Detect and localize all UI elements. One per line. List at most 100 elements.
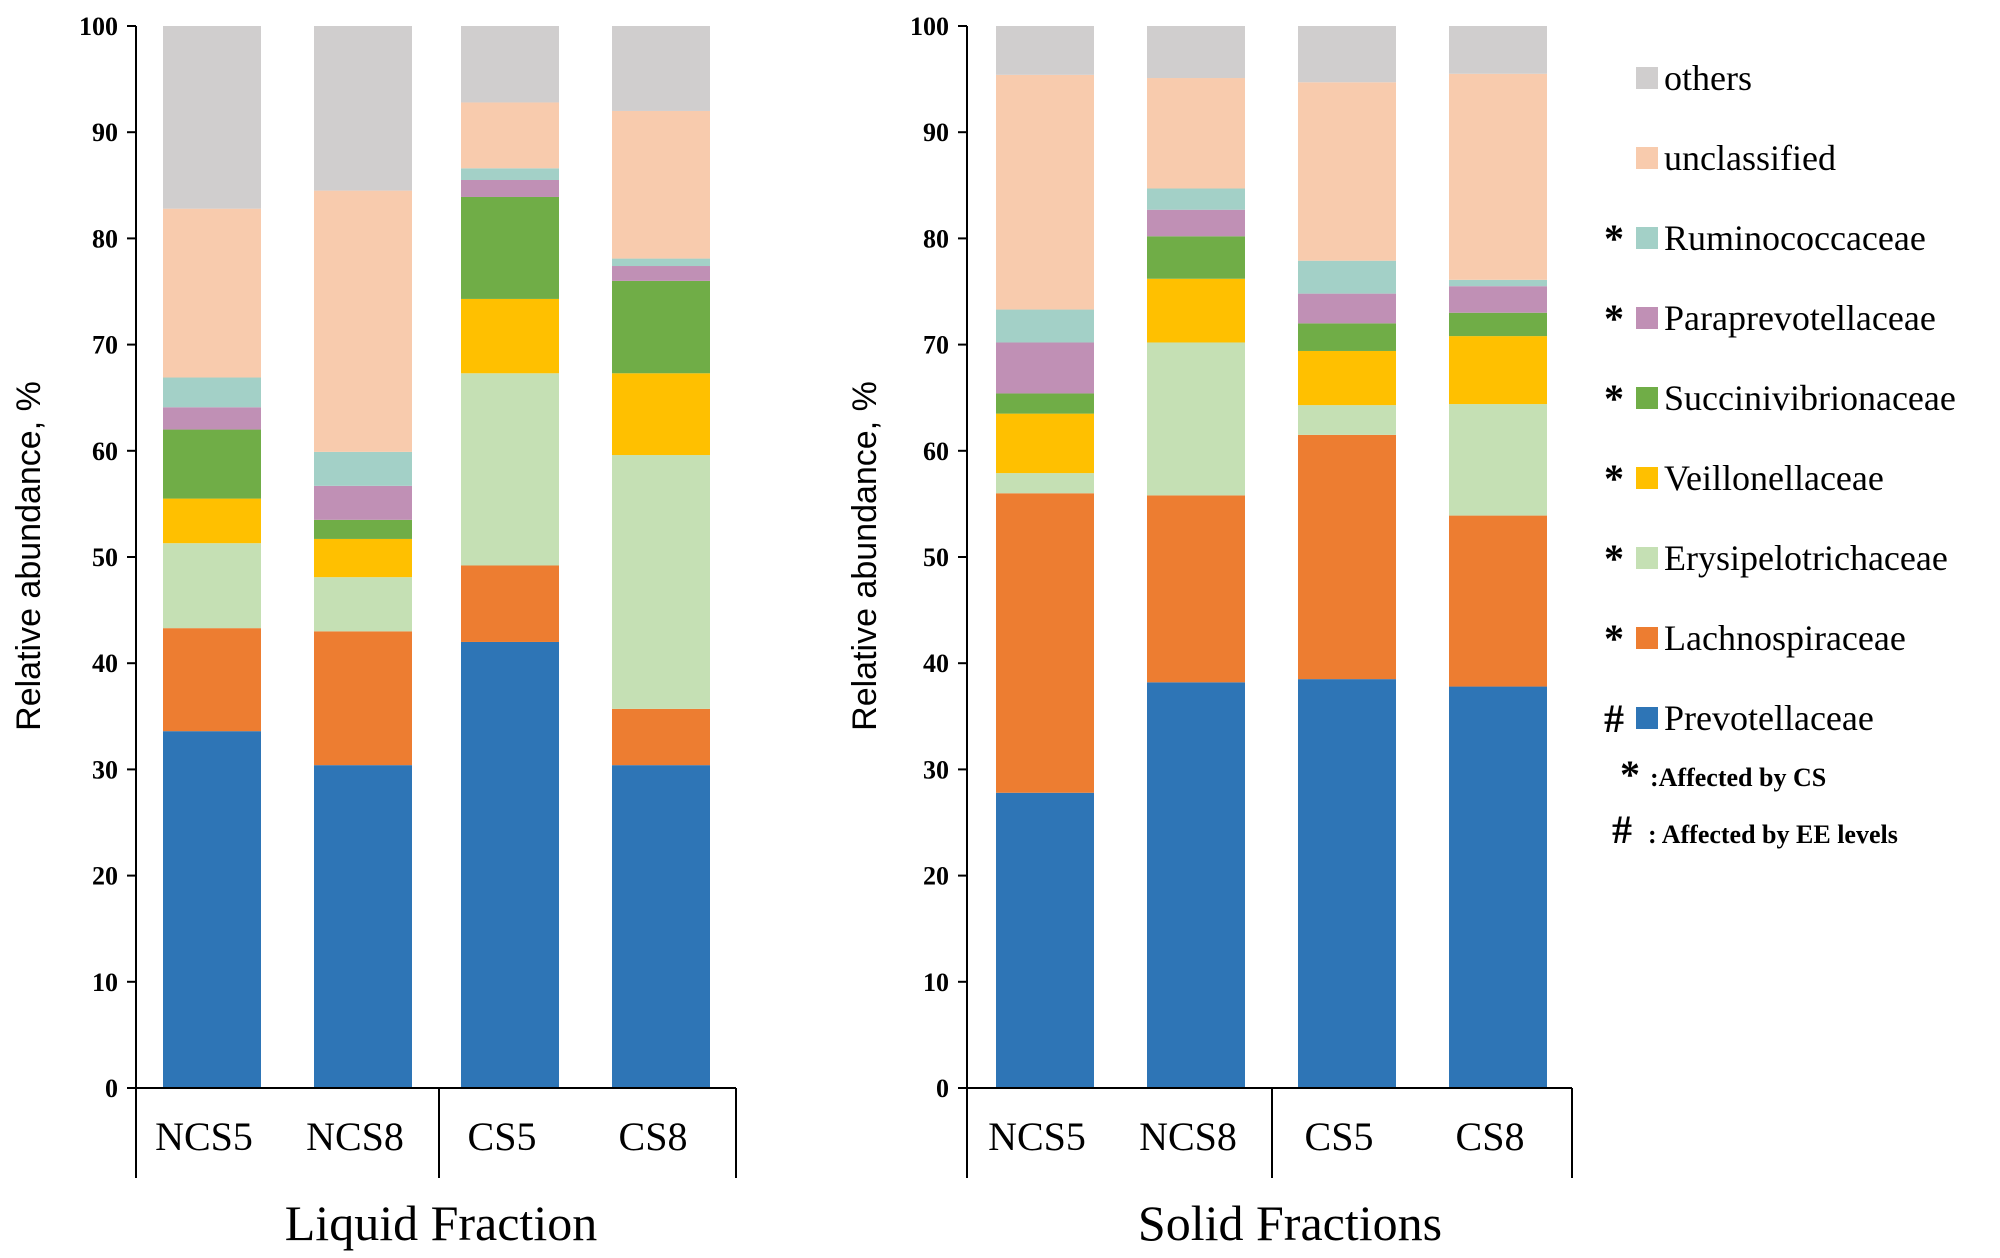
legend-label-erysipelotrichaceae: Erysipelotrichaceae	[1664, 538, 1948, 578]
legend-swatch-succinivibrionaceae	[1636, 387, 1658, 409]
bar-cs5-paraprevotellaceae	[1298, 293, 1396, 324]
bar-cs8-succinivibrionaceae	[612, 280, 710, 374]
bar-ncs5-lachnospiraceae	[996, 493, 1094, 793]
bar-ncs5-succinivibrionaceae	[163, 429, 261, 499]
y-tick-label: 20	[92, 862, 118, 891]
bar-ncs5-lachnospiraceae	[163, 628, 261, 732]
bar-cs5-ruminococcaceae	[1298, 260, 1396, 294]
y-tick-label: 60	[92, 437, 118, 466]
y-tick-label: 70	[923, 331, 949, 360]
bar-ncs5-succinivibrionaceae	[996, 393, 1094, 414]
y-tick-label: 80	[92, 224, 118, 253]
category-label-ncs5: NCS5	[988, 1114, 1086, 1159]
bar-cs8-lachnospiraceae	[1449, 515, 1547, 687]
legend-note-text: :Affected by CS	[1650, 763, 1826, 792]
y-tick-label: 90	[92, 118, 118, 147]
y-axis-title: Relative abundance, %	[846, 381, 884, 731]
bar-cs8-paraprevotellaceae	[1449, 286, 1547, 313]
bar-cs5-succinivibrionaceae	[1298, 323, 1396, 351]
bar-cs8-lachnospiraceae	[612, 708, 710, 766]
bar-ncs8-prevotellaceae	[1147, 682, 1245, 1088]
y-tick-label: 100	[910, 12, 949, 41]
bar-cs8-ruminococcaceae	[1449, 279, 1547, 287]
legend-marker-veillonellaceae: *	[1604, 456, 1624, 501]
bar-ncs5-others	[996, 26, 1094, 75]
bar-cs8-erysipelotrichaceae	[1449, 404, 1547, 516]
y-axis-title: Relative abundance, %	[10, 381, 48, 731]
bar-ncs8-paraprevotellaceae	[314, 485, 412, 520]
category-label-cs8: CS8	[619, 1114, 688, 1159]
panel-title: Liquid Fraction	[285, 1195, 597, 1251]
bar-ncs5-erysipelotrichaceae	[996, 473, 1094, 494]
bar-ncs5-prevotellaceae	[163, 731, 261, 1088]
category-label-ncs8: NCS8	[1139, 1114, 1237, 1159]
legend-swatch-lachnospiraceae	[1636, 627, 1658, 649]
legend-marker-ruminococcaceae: *	[1604, 216, 1624, 261]
bar-ncs8-veillonellaceae	[1147, 278, 1245, 343]
bar-cs5-lachnospiraceae	[1298, 434, 1396, 680]
y-tick-label: 70	[92, 331, 118, 360]
bar-ncs8-erysipelotrichaceae	[1147, 342, 1245, 496]
y-tick-label: 30	[92, 755, 118, 784]
bar-cs8-others	[612, 26, 710, 111]
y-tick-label: 50	[92, 543, 118, 572]
category-label-cs8: CS8	[1456, 1114, 1525, 1159]
bar-ncs8-succinivibrionaceae	[1147, 236, 1245, 279]
bar-cs5-ruminococcaceae	[461, 168, 559, 180]
bar-cs8-unclassified	[612, 110, 710, 259]
y-tick-label: 20	[923, 862, 949, 891]
legend-marker-prevotellaceae: #	[1604, 696, 1624, 741]
bar-cs5-erysipelotrichaceae	[1298, 405, 1396, 435]
bar-cs5-prevotellaceae	[1298, 679, 1396, 1088]
legend-label-succinivibrionaceae: Succinivibrionaceae	[1664, 378, 1956, 418]
legend-label-veillonellaceae: Veillonellaceae	[1664, 458, 1884, 498]
bar-ncs8-lachnospiraceae	[314, 631, 412, 766]
bar-ncs8-ruminococcaceae	[314, 451, 412, 486]
bar-cs5-prevotellaceae	[461, 641, 559, 1088]
bar-ncs8-ruminococcaceae	[1147, 188, 1245, 210]
legend-marker-erysipelotrichaceae: *	[1604, 536, 1624, 581]
bar-ncs8-veillonellaceae	[314, 538, 412, 578]
legend-marker-paraprevotellaceae: *	[1604, 296, 1624, 341]
bar-ncs5-veillonellaceae	[163, 498, 261, 544]
bar-cs5-veillonellaceae	[1298, 350, 1396, 406]
bar-ncs8-succinivibrionaceae	[314, 519, 412, 539]
y-tick-label: 90	[923, 118, 949, 147]
bar-ncs5-ruminococcaceae	[163, 377, 261, 408]
bar-ncs8-unclassified	[314, 190, 412, 452]
bar-cs8-others	[1449, 26, 1547, 74]
bar-ncs5-ruminococcaceae	[996, 309, 1094, 343]
bar-ncs8-unclassified	[1147, 78, 1245, 189]
bar-ncs8-erysipelotrichaceae	[314, 577, 412, 632]
legend-note-marker: *	[1620, 752, 1640, 797]
category-label-cs5: CS5	[468, 1114, 537, 1159]
bar-cs8-succinivibrionaceae	[1449, 312, 1547, 337]
y-tick-label: 40	[92, 649, 118, 678]
y-tick-label: 0	[105, 1074, 118, 1103]
y-tick-label: 40	[923, 649, 949, 678]
bar-cs8-unclassified	[1449, 73, 1547, 280]
bar-cs8-veillonellaceae	[612, 373, 710, 456]
bar-ncs8-paraprevotellaceae	[1147, 209, 1245, 237]
category-label-ncs8: NCS8	[306, 1114, 404, 1159]
legend-label-unclassified: unclassified	[1664, 138, 1836, 178]
category-label-ncs5: NCS5	[155, 1114, 253, 1159]
legend-swatch-ruminococcaceae	[1636, 227, 1658, 249]
y-tick-label: 60	[923, 437, 949, 466]
bar-cs5-others	[1298, 26, 1396, 83]
legend-swatch-paraprevotellaceae	[1636, 307, 1658, 329]
bar-ncs8-others	[314, 26, 412, 191]
bar-cs8-veillonellaceae	[1449, 336, 1547, 405]
bar-cs5-unclassified	[1298, 82, 1396, 261]
bar-ncs5-unclassified	[996, 74, 1094, 310]
bar-cs5-others	[461, 26, 559, 103]
bar-cs8-erysipelotrichaceae	[612, 455, 710, 709]
legend-label-prevotellaceae: Prevotellaceae	[1664, 698, 1874, 738]
y-tick-label: 80	[923, 224, 949, 253]
bar-cs8-paraprevotellaceae	[612, 266, 710, 281]
bar-ncs8-others	[1147, 26, 1245, 79]
y-tick-label: 50	[923, 543, 949, 572]
bar-cs5-veillonellaceae	[461, 298, 559, 374]
liquid-fraction-panel: 0 10 20 30 40 50 60 70 80 90 100 NCS5 NCS8 CS5 CS8 Rela…	[10, 12, 737, 1251]
bar-ncs8-lachnospiraceae	[1147, 495, 1245, 683]
